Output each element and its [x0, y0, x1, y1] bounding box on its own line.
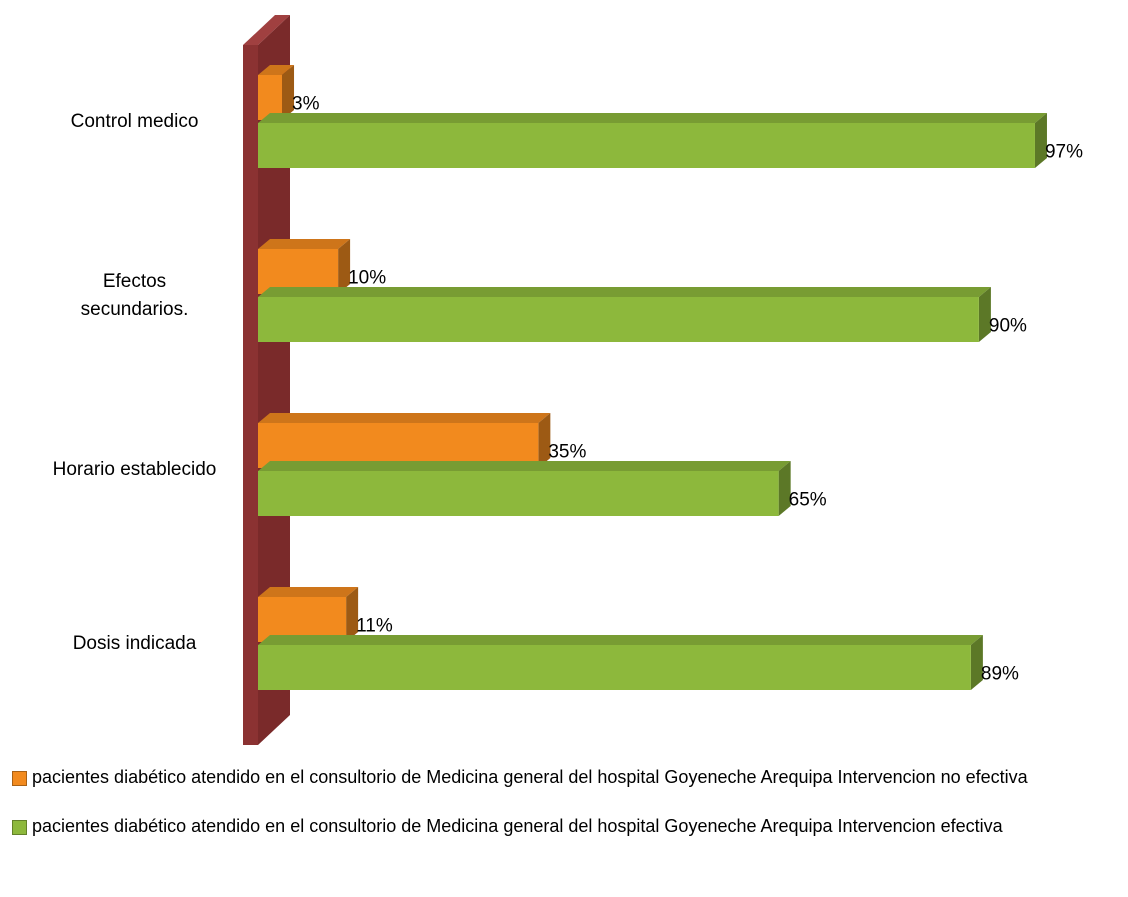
bar: [258, 597, 347, 642]
legend-swatch: [12, 820, 27, 835]
bar-side: [282, 65, 295, 120]
value-label: 11%: [356, 616, 393, 637]
category-label: Control medico: [70, 111, 199, 132]
bar-side: [538, 413, 551, 468]
bar: [258, 645, 971, 690]
value-label: 65%: [789, 490, 827, 511]
value-label: 89%: [981, 664, 1019, 685]
bar-side: [778, 461, 791, 516]
bar-side: [346, 587, 359, 642]
bar-side: [978, 287, 991, 342]
bar-top: [258, 113, 1047, 123]
category-label: Horario establecido: [52, 459, 217, 480]
value-label: 3%: [292, 94, 320, 115]
bar: [258, 123, 1035, 168]
bar-top: [258, 287, 991, 297]
bar-side: [970, 635, 983, 690]
bar-side: [338, 239, 351, 294]
value-label: 10%: [348, 268, 386, 289]
value-label: 90%: [989, 316, 1027, 337]
bar-top: [258, 239, 351, 249]
legend-label: pacientes diabético atendido en el consu…: [32, 816, 1003, 836]
bar-top: [258, 413, 551, 423]
bar-side: [1034, 113, 1047, 168]
category-label: Dosis indicada: [72, 633, 197, 654]
legend-label: pacientes diabético atendido en el consu…: [32, 767, 1028, 787]
bar: [258, 423, 539, 468]
legend-swatch: [12, 771, 27, 786]
value-label: 97%: [1045, 142, 1083, 163]
bar-top: [258, 65, 295, 75]
bar: [258, 75, 283, 120]
bar-top: [258, 587, 359, 597]
bar: [258, 297, 979, 342]
bar-top: [258, 461, 791, 471]
wall-front: [243, 45, 258, 745]
bar: [258, 249, 339, 294]
wall-side: [258, 15, 290, 745]
wall-top: [243, 15, 290, 45]
category-label: Efectos secundarios.: [80, 271, 189, 320]
bar: [258, 471, 779, 516]
value-label: 35%: [548, 442, 586, 463]
bar-top: [258, 635, 983, 645]
